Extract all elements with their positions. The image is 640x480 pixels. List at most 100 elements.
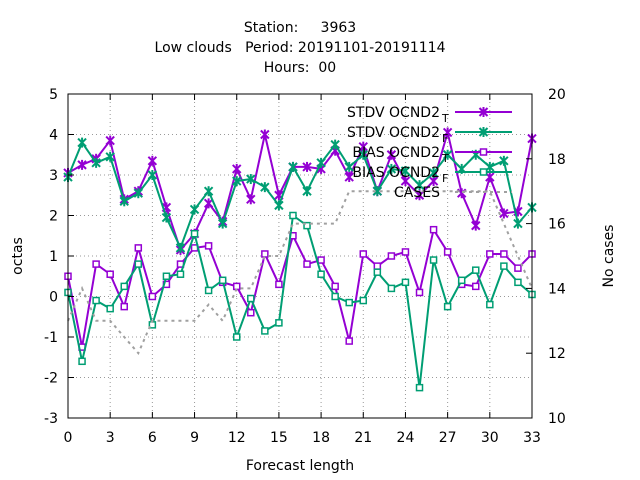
data-point — [400, 165, 411, 176]
data-point — [232, 282, 241, 291]
series-1 — [63, 137, 537, 253]
data-point — [443, 302, 452, 311]
data-point — [400, 176, 411, 187]
data-point — [472, 266, 480, 274]
data-point — [92, 296, 100, 305]
data-point — [106, 270, 114, 278]
y-tick-label: -1 — [44, 330, 58, 346]
data-point — [147, 170, 158, 180]
data-point — [246, 194, 256, 205]
x-tick-label: 15 — [270, 430, 288, 446]
data-point — [344, 161, 354, 172]
data-point — [401, 278, 410, 287]
data-point — [429, 225, 438, 234]
x-tick-label: 0 — [64, 430, 73, 446]
data-point — [401, 248, 410, 256]
data-point — [414, 190, 425, 201]
data-point — [331, 282, 339, 291]
data-point — [443, 248, 452, 256]
data-point — [162, 272, 171, 280]
data-point — [175, 242, 186, 253]
x-axis-label: Forecast length — [246, 458, 354, 474]
data-point — [217, 218, 228, 229]
data-point — [176, 270, 185, 278]
tick-labels: 0 3 6 9 12 15 18 21 24 27 30 33-3-2-101234510121416… — [44, 87, 566, 446]
data-point — [190, 229, 199, 238]
data-point — [317, 270, 325, 278]
data-point — [218, 276, 227, 285]
legend-marker — [479, 168, 488, 176]
data-point — [120, 302, 128, 311]
x-tick-label: 18 — [312, 430, 330, 446]
data-point — [303, 260, 311, 268]
x-tick-label: 30 — [481, 430, 499, 446]
legend-label: CASES — [394, 185, 440, 201]
data-point — [78, 357, 86, 366]
title-line: Hours: 00 — [264, 60, 336, 76]
data-point — [500, 250, 508, 258]
data-point — [456, 188, 467, 199]
data-point — [134, 260, 143, 268]
y-tick-label: 2 — [49, 209, 58, 225]
x-tick-label: 9 — [190, 430, 199, 446]
data-point — [317, 256, 325, 264]
y2-axis-label: No cases — [601, 225, 617, 288]
data-point — [275, 280, 283, 289]
data-point — [289, 211, 297, 220]
data-point — [133, 188, 144, 199]
data-point — [386, 149, 397, 160]
data-point — [499, 208, 509, 219]
x-tick-label: 21 — [354, 430, 372, 446]
data-point — [261, 250, 269, 258]
y2-tick-label: 18 — [548, 152, 566, 168]
data-point — [120, 282, 128, 291]
data-point — [486, 250, 494, 258]
series-2 — [64, 225, 536, 351]
data-point — [105, 151, 115, 162]
title-line: Low clouds Period: 20191101-20191114 — [155, 40, 446, 56]
data-point — [275, 319, 283, 327]
data-point — [387, 252, 396, 260]
data-point — [232, 333, 241, 341]
x-tick-label: 24 — [397, 430, 415, 446]
data-point — [344, 172, 354, 183]
x-tick-label: 33 — [523, 430, 541, 446]
legend-marker — [478, 107, 489, 117]
y-tick-label: -2 — [44, 371, 58, 387]
data-point — [386, 163, 397, 174]
data-point — [471, 220, 481, 231]
data-point — [302, 186, 312, 197]
y2-tick-label: 16 — [548, 217, 566, 233]
data-point — [288, 161, 298, 172]
data-point — [331, 292, 339, 301]
y-tick-label: -3 — [44, 411, 58, 427]
x-tick-label: 3 — [106, 430, 115, 446]
data-point — [92, 260, 100, 268]
data-point — [247, 308, 255, 317]
legend-label-subscript: F — [442, 172, 448, 185]
data-point — [106, 304, 114, 313]
data-point — [274, 200, 284, 211]
data-point — [91, 157, 101, 168]
data-point — [105, 135, 115, 146]
legend-marker — [478, 127, 489, 137]
data-point — [345, 298, 353, 307]
data-point — [457, 276, 466, 285]
data-point — [316, 157, 326, 168]
legend-label: BIAS OCND2 — [352, 165, 440, 181]
data-point — [415, 288, 424, 297]
data-point — [373, 268, 382, 276]
data-point — [203, 198, 214, 209]
data-point — [514, 278, 522, 287]
legend-label: STDV OCND2 — [347, 125, 440, 141]
data-point — [499, 155, 509, 166]
series-line — [67, 140, 533, 251]
data-point — [134, 244, 143, 252]
y-tick-label: 1 — [49, 249, 58, 265]
y2-tick-label: 10 — [548, 411, 566, 427]
data-point — [260, 129, 270, 140]
data-point — [77, 159, 87, 170]
x-tick-label: 12 — [228, 430, 246, 446]
chart-title: Station: 3963 Low clouds Period: 20191101… — [155, 20, 446, 76]
